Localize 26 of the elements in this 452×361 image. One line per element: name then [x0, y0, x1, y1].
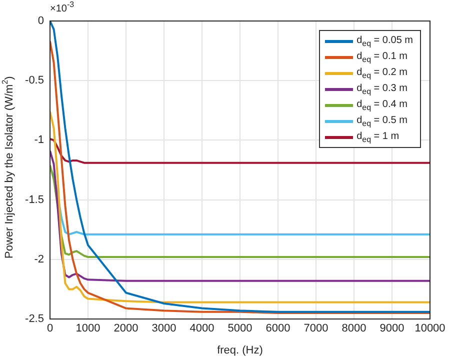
legend-label: d$_{eq}$ = 0.5 m: [356, 114, 408, 128]
legend-label: d$_{eq}$ = 0.4 m: [356, 98, 408, 112]
y-tick-label: -0.5: [25, 74, 44, 87]
x-tick-label: 10000: [414, 322, 446, 335]
text: ×10$^{-3}$: [50, 0, 74, 14]
x-tick-label: 8000: [342, 322, 366, 335]
y-tick-label: -2.5: [25, 313, 44, 326]
y-tick-label: 0: [38, 15, 44, 28]
y-tick-label: -1: [34, 134, 44, 146]
legend-label: d$_{eq}$ = 0.05 m: [356, 34, 413, 48]
legend-label: d$_{eq}$ = 0.1 m: [356, 50, 408, 64]
x-tick-label: 6000: [266, 322, 290, 335]
x-tick-label: 0: [46, 322, 54, 335]
x-tick-label: 7000: [304, 322, 328, 335]
y-tick-label: -1.5: [25, 194, 44, 206]
x-tick-label: 5000: [228, 322, 252, 335]
x-tick-label: 9000: [380, 322, 404, 335]
legend-label: d$_{eq}$ = 0.2 m: [356, 66, 408, 80]
y-tick-label: -2: [34, 253, 44, 266]
x-axis-title: freq. (Hz): [217, 344, 263, 356]
x-tick-label: 1000: [76, 322, 100, 335]
x-tick-label: 3000: [152, 322, 176, 335]
legend-label: d$_{eq}$ = 1 m: [356, 130, 400, 144]
x-tick-label: 4000: [190, 322, 214, 335]
x-tick-label: 2000: [114, 322, 138, 335]
legend-label: d$_{eq}$ = 0.3 m: [356, 82, 408, 96]
